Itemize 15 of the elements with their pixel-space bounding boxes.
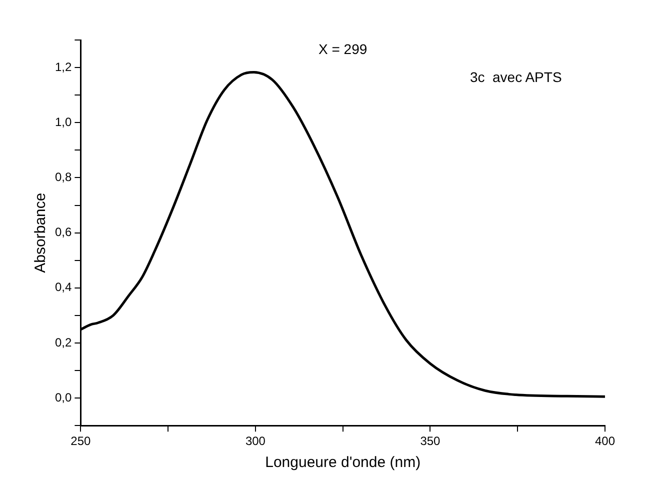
x-axis-title: Longueure d'onde (nm): [265, 454, 421, 472]
annotation: X = 299: [318, 40, 368, 57]
y-tick-label: 1,2: [54, 60, 72, 74]
y-tick-label: 1,0: [54, 114, 72, 129]
x-tick-label: 300: [245, 434, 266, 448]
y-tick-label: 0,2: [54, 335, 72, 350]
y-tick-label: 0,6: [54, 225, 72, 240]
x-tick-label: 350: [420, 434, 441, 448]
y-tick-label: 0,4: [54, 280, 72, 294]
x-tick-label: 400: [594, 434, 616, 448]
annotation: 3c avec APTS: [470, 68, 562, 85]
y-axis-title: Absorbance: [32, 192, 50, 273]
x-tick-label: 250: [70, 434, 92, 448]
y-tick-label: 0,0: [54, 390, 72, 404]
y-tick-label: 0,8: [54, 170, 72, 184]
